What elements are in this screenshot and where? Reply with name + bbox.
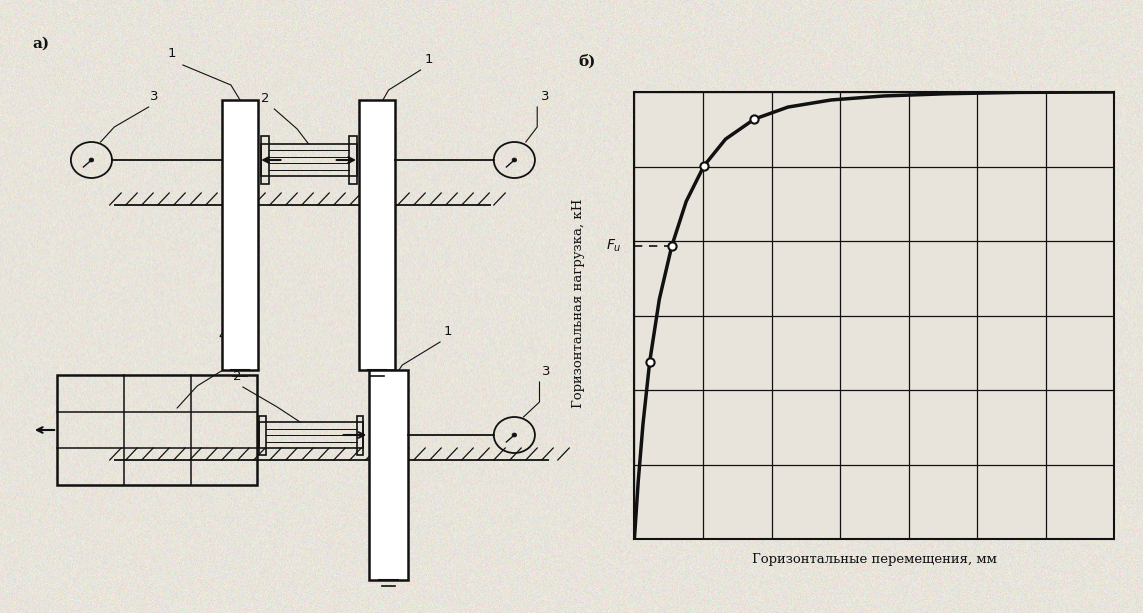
Circle shape: [89, 158, 94, 162]
Text: 1: 1: [167, 47, 176, 60]
Text: а): а): [32, 37, 49, 51]
Circle shape: [512, 158, 517, 162]
Text: 4: 4: [218, 329, 226, 342]
Point: [745, 114, 764, 124]
Bar: [261, 144, 357, 176]
Bar: [349, 136, 357, 184]
Text: 2: 2: [261, 92, 270, 105]
Point: [640, 357, 658, 367]
X-axis label: Горизонтальные перемещения, мм: Горизонтальные перемещения, мм: [752, 554, 997, 566]
Bar: [259, 422, 363, 448]
Text: $F_u$: $F_u$: [606, 238, 622, 254]
Bar: [261, 136, 269, 184]
Bar: [57, 375, 257, 485]
Text: 3: 3: [541, 90, 550, 103]
Text: б): б): [578, 54, 596, 69]
Bar: [369, 370, 408, 580]
Text: 3: 3: [542, 365, 551, 378]
Text: 2: 2: [233, 370, 241, 383]
Text: 3: 3: [150, 90, 159, 103]
Bar: [222, 100, 258, 370]
Bar: [259, 416, 266, 454]
Bar: [357, 416, 363, 454]
Circle shape: [512, 433, 517, 437]
Bar: [359, 100, 395, 370]
Point: [663, 241, 681, 251]
Point: [695, 161, 713, 170]
Text: 1: 1: [424, 53, 433, 66]
Text: Горизонтальная нагрузка, кН: Горизонтальная нагрузка, кН: [572, 199, 585, 408]
Text: 1: 1: [443, 325, 453, 338]
